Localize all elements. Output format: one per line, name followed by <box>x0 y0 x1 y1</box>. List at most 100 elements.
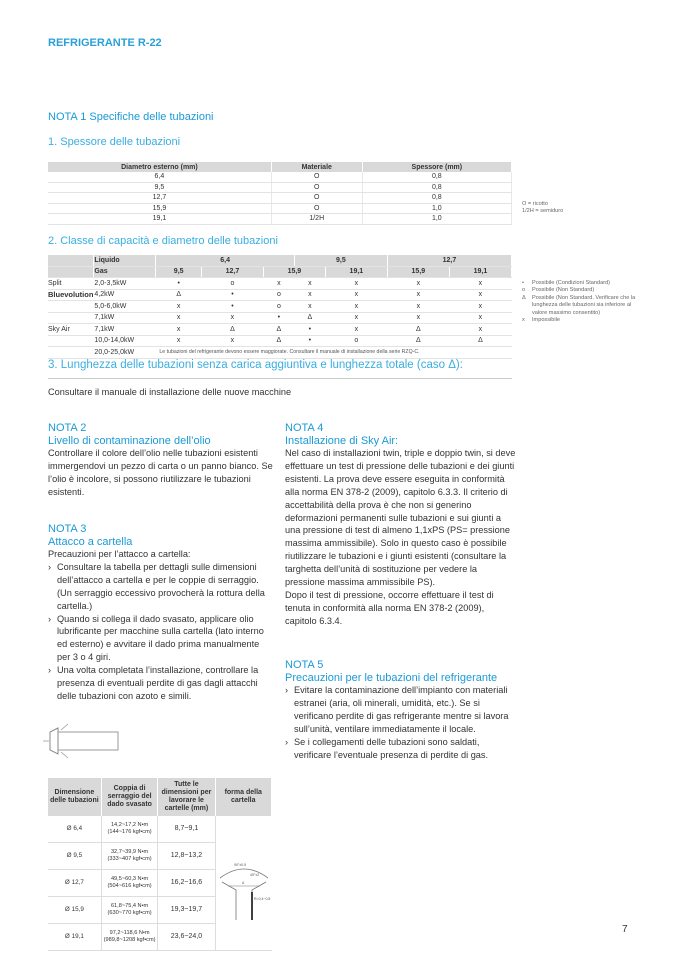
table-cell: x <box>325 300 388 313</box>
table-cell: O <box>271 203 363 214</box>
legend-item: o Possibile (Non Standard) <box>522 287 637 294</box>
group-name: Split <box>48 279 62 287</box>
table-cell: Δ <box>263 335 295 347</box>
col-header: forma della cartella <box>215 778 272 816</box>
legend-text: Impossibile <box>532 317 560 324</box>
table-cell: • <box>294 323 326 336</box>
table-cell: 19,1 <box>48 213 272 225</box>
table-cell: 12,7 <box>48 192 272 204</box>
dimension-cell: 12,8~13,2 <box>157 842 216 870</box>
nota2-text: Controllare il colore dell’olio nelle tu… <box>48 448 273 497</box>
size-cell: Ø 19,1 <box>48 923 102 951</box>
section2-heading: 2. Classe di capacità e diametro delle t… <box>48 235 278 247</box>
table-cell: 15,9 <box>48 203 272 214</box>
table-cell: x <box>325 277 388 290</box>
torque-cell: 97,2~118,6 N•m (989,8~1208 kgf•cm) <box>101 923 159 951</box>
torque-kgf: (144~176 kgf•cm) <box>107 829 152 835</box>
col-header: Diametro esterno (mm) <box>48 162 272 172</box>
table-cell: x <box>449 323 513 336</box>
table-cell: x <box>155 300 202 313</box>
table-cell: x <box>449 277 513 290</box>
dimension-cell: 8,7~9,1 <box>157 816 216 843</box>
table-cell: x <box>201 335 264 347</box>
table-cell: o <box>325 335 388 347</box>
page-number: 7 <box>622 924 628 935</box>
table-cell: x <box>294 289 326 301</box>
size-cell: Ø 12,7 <box>48 869 102 897</box>
table-cell: O <box>271 182 363 193</box>
nota4-label: NOTA 4 <box>285 422 324 434</box>
nota4-title: Installazione di Sky Air: <box>285 434 399 447</box>
gas-value: 19,1 <box>449 266 513 278</box>
legend-item: • Possibile (Condizioni Standard) <box>522 280 637 287</box>
table-cell: x <box>387 312 450 324</box>
torque-nm: 32,7~39,9 N•m <box>110 848 149 855</box>
table-cell: x <box>387 289 450 301</box>
table-row: 19,1 1/2H 1,0 <box>48 213 513 225</box>
nota2: NOTA 2 Livello di contaminazione dell’ol… <box>48 422 273 499</box>
radius-label: R=0.4~0.8 <box>254 897 270 901</box>
group-label <box>48 335 95 347</box>
dimension-cell: 16,2~16,6 <box>157 869 216 897</box>
table-row: Ø 12,7 49,5~60,3 N•m (504~616 kgf•cm) 16,2~… <box>48 869 272 897</box>
table-cell: 0,8 <box>362 182 513 193</box>
table-cell: 1,0 <box>362 213 513 225</box>
table-cell: • <box>201 289 264 301</box>
legend-symbol: o <box>522 287 526 294</box>
group-label <box>48 346 95 359</box>
nota3: NOTA 3 Attacco a cartella Precauzioni pe… <box>48 523 273 703</box>
size-cell: Ø 6,4 <box>48 816 102 843</box>
bullet-item: Se i collegamenti delle tubazioni sono s… <box>285 736 517 762</box>
table-row: 5,0-6,0kW x • o x x x x <box>48 300 513 313</box>
legend-item: Δ Possibile (Non Standard. Verificare che… <box>522 295 637 317</box>
gas-value: 15,9 <box>263 266 326 278</box>
legend-symbol: x <box>522 317 525 324</box>
table-row: 20,0-25,0kW Le tubazioni del refrigerante… <box>48 346 512 359</box>
dimension-cell: 23,6~24,0 <box>157 923 216 951</box>
group-label: Split <box>48 277 95 290</box>
table-cell: x <box>387 300 450 313</box>
table-cell: x <box>387 277 450 290</box>
capacity-cell: 2,0-3,5kW <box>93 277 157 290</box>
angle-label: 45°±2 <box>250 873 259 877</box>
section3-text: Consultare il manuale di installazione d… <box>48 387 292 397</box>
table-cell: o <box>201 277 264 290</box>
table-row: Split 2,0-3,5kW • o x x x x x <box>48 277 513 290</box>
table-cell: 1/2H <box>271 213 363 225</box>
table-cell: Δ <box>263 323 295 336</box>
bullet-item: Una volta completata l’installazione, co… <box>48 664 273 703</box>
table-cell: x <box>263 277 295 290</box>
col-header: Materiale <box>271 162 363 172</box>
thickness-legend: O = ricotto 1/2H = semiduro <box>522 201 563 216</box>
col-header: Tutte le dimensioni per lavorare le cart… <box>157 778 216 816</box>
legend-item: O = ricotto <box>522 201 548 207</box>
col-header: Coppia di serraggio del dado svasato <box>101 778 159 816</box>
table-note: Le tubazioni del refrigerante devono ess… <box>155 346 512 359</box>
table-cell: Δ <box>201 323 264 336</box>
nota3-title: Attacco a cartella <box>48 535 133 548</box>
dimension-cell: 19,3~19,7 <box>157 896 216 924</box>
table-cell: x <box>294 277 326 290</box>
torque-kgf: (989,8~1208 kgf•cm) <box>103 937 156 943</box>
nota3-bullets: Consultare la tabella per dettagli sulle… <box>48 561 273 703</box>
table-cell: x <box>449 312 513 324</box>
capacity-cell: 4,2kW <box>93 289 157 301</box>
nota2-title: Livello di contaminazione dell’olio <box>48 434 211 447</box>
table-cell: x <box>155 312 202 324</box>
running-header: REFRIGERANTE R-22 <box>48 37 162 49</box>
group-name-bold: Bluevolution <box>48 290 94 300</box>
table-cell: x <box>449 300 513 313</box>
group-label: Bluevolution <box>48 289 95 301</box>
table-cell: Δ <box>387 335 450 347</box>
table-cell: x <box>155 335 202 347</box>
liquid-label: Liquido <box>93 255 157 267</box>
legend-symbol: • <box>522 280 524 286</box>
capacity-cell: 20,0-25,0kW <box>93 346 157 359</box>
table-cell: x <box>325 289 388 301</box>
table-cell: 0,8 <box>362 172 513 183</box>
table-cell: 9,5 <box>48 182 272 193</box>
col-header: Spessore (mm) <box>362 162 513 172</box>
table-row: Bluevolution 4,2kW Δ • o x x x x <box>48 289 513 301</box>
torque-cell: 14,2~17,2 N•m (144~176 kgf•cm) <box>101 816 159 843</box>
legend-symbol: Δ <box>522 294 526 301</box>
